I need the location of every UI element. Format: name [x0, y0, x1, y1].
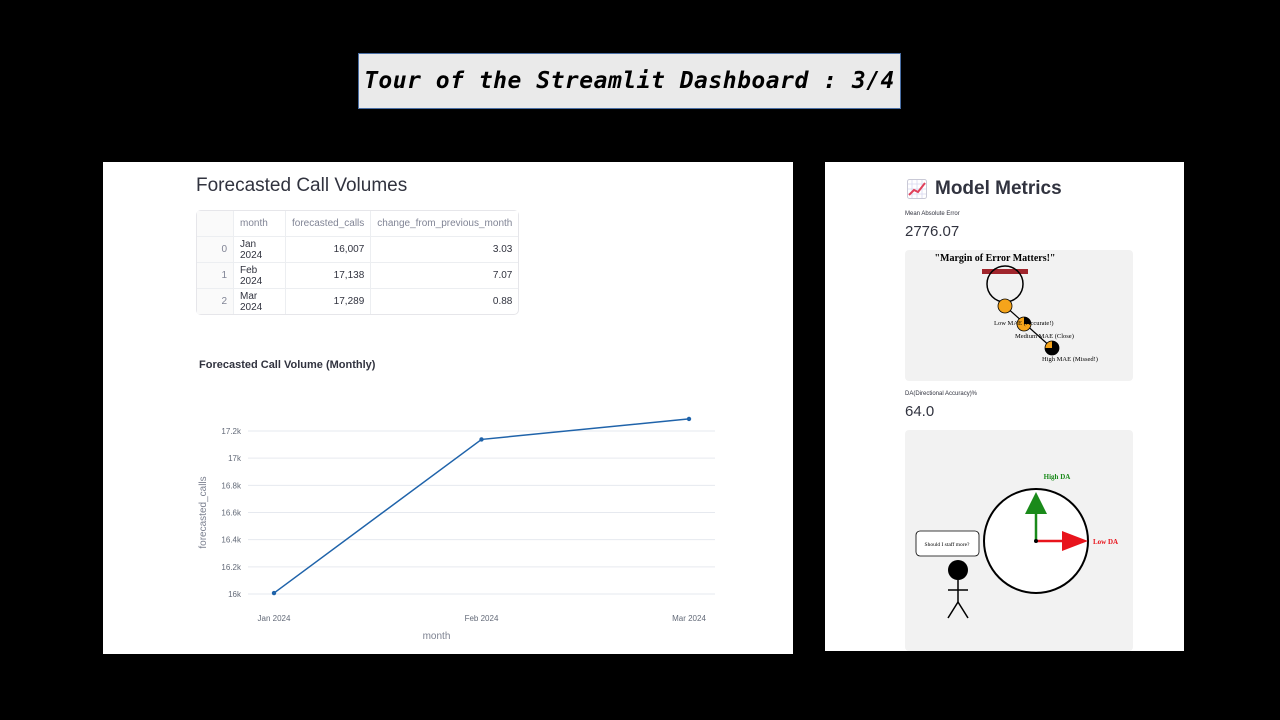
y-tick-label: 17k: [228, 454, 242, 463]
y-axis-ticks: 16k 16.2k 16.4k 16.6k 16.8k 17k 17.2k: [221, 427, 242, 599]
column-header[interactable]: month: [234, 211, 286, 237]
chart-increasing-icon: [907, 179, 927, 199]
cell-forecasted-calls[interactable]: 17,138: [286, 263, 372, 289]
chart-gridlines: [248, 430, 715, 595]
row-index: 2: [197, 289, 234, 314]
x-tick-label: Mar 2024: [672, 614, 706, 623]
y-tick-label: 16.6k: [221, 509, 242, 518]
stick-figure: [947, 560, 969, 619]
cell-month[interactable]: Jan 2024: [234, 237, 286, 263]
forecast-panel: Forecasted Call Volumes month forecasted…: [103, 162, 793, 654]
x-tick-label: Jan 2024: [258, 614, 291, 623]
cell-month[interactable]: Mar 2024: [234, 289, 286, 314]
model-metrics-title: Model Metrics: [935, 178, 1062, 199]
y-tick-label: 16.8k: [221, 481, 242, 490]
table-row[interactable]: 0 Jan 2024 16,007 3.03: [197, 237, 519, 263]
high-da-label: High DA: [1044, 473, 1071, 481]
slide-title-box: Tour of the Streamlit Dashboard : 3/4: [358, 53, 901, 109]
table-header-row: month forecasted_calls change_from_previ…: [197, 211, 519, 237]
section-heading: Forecasted Call Volumes: [196, 175, 408, 196]
x-axis-ticks: Jan 2024 Feb 2024 Mar 2024: [258, 614, 707, 623]
data-point[interactable]: [479, 437, 484, 442]
mae-illustration: "Margin of Error Matters!" Low MAE (Accu…: [905, 250, 1133, 381]
data-point[interactable]: [271, 590, 277, 596]
cell-change[interactable]: 0.88: [492, 296, 513, 307]
row-index: 1: [197, 263, 234, 289]
speech-bubble: [915, 530, 980, 557]
line-chart[interactable]: 16k 16.2k 16.4k 16.6k 16.8k 17k 17.2k Jan 2024…: [103, 162, 793, 654]
cell-forecasted-calls[interactable]: 16,007: [286, 237, 372, 263]
low-mae-label: Low MAE (Accurate!): [994, 320, 1054, 327]
chart-title: Forecasted Call Volume (Monthly): [199, 359, 376, 371]
y-tick-label: 16k: [228, 590, 242, 599]
medium-mae-label: Medium MAE (Close): [1015, 333, 1074, 340]
low-da-label: Low DA: [1093, 538, 1118, 546]
column-header[interactable]: change_from_previous_month: [371, 211, 519, 237]
dial-center: [1034, 539, 1038, 543]
mae-image-title: "Margin of Error Matters!": [935, 253, 1056, 264]
da-label: DA(Directional Accuracy)%: [905, 391, 978, 397]
table-row[interactable]: 2 Mar 2024 17,289 0.88: [197, 289, 518, 314]
low-da-arrow-head: [1062, 531, 1088, 551]
column-header[interactable]: forecasted_calls: [286, 211, 372, 237]
data-point[interactable]: [686, 416, 692, 422]
medium-mae-wedge: [1024, 317, 1031, 324]
cell-change[interactable]: 3.03: [371, 237, 519, 263]
slide-title: Tour of the Streamlit Dashboard : 3/4: [364, 68, 895, 94]
index-header: [197, 211, 234, 237]
high-da-arrow-head: [1025, 492, 1047, 514]
model-metrics-panel: Model Metrics Mean Absolute Error 2776.0…: [825, 162, 1184, 651]
y-tick-label: 16.4k: [221, 536, 242, 545]
mae-value: 2776.07: [905, 223, 960, 240]
da-value: 64.0: [905, 403, 935, 420]
cell-change[interactable]: 7.07: [371, 263, 519, 289]
y-tick-label: 16.2k: [221, 563, 242, 572]
da-illustration: Should I staff more? High DA Low DA: [905, 430, 1133, 651]
y-axis-title: forecasted_calls: [198, 476, 209, 548]
forecast-table[interactable]: month forecasted_calls change_from_previ…: [196, 210, 520, 315]
high-mae-label: High MAE (Missed!): [1042, 356, 1098, 363]
table-row[interactable]: 1 Feb 2024 17,138 7.07: [197, 263, 519, 289]
x-axis-title: month: [423, 631, 451, 642]
row-index: 0: [197, 237, 234, 263]
low-mae-marker: [997, 298, 1013, 314]
cell-forecasted-calls[interactable]: 17,289: [286, 289, 372, 314]
y-tick-label: 17.2k: [221, 427, 242, 436]
high-mae-wedge: [1045, 341, 1059, 355]
cell-month[interactable]: Feb 2024: [234, 263, 286, 289]
speech-bubble-text: Should I staff more?: [925, 541, 971, 548]
mae-label: Mean Absolute Error: [905, 211, 960, 217]
model-metrics-heading: Model Metrics: [907, 178, 1062, 200]
series-points: [271, 416, 692, 596]
target-bar: [982, 269, 1028, 274]
x-tick-label: Feb 2024: [465, 614, 499, 623]
